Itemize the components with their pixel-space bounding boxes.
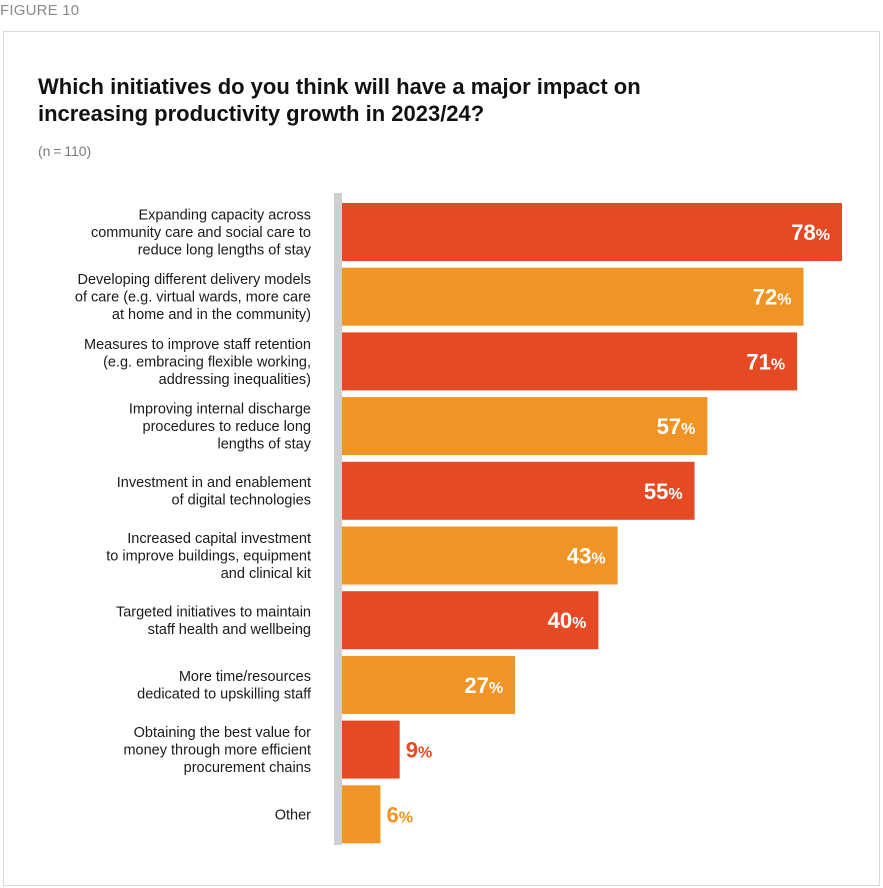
value-label-4: 57% <box>657 414 696 439</box>
bar-2 <box>342 267 804 326</box>
value-label-9: 9% <box>406 738 432 763</box>
category-label-2: Developing different delivery models of c… <box>75 272 311 323</box>
figure-label: FIGURE 10 <box>0 2 80 19</box>
axis-line <box>334 193 342 845</box>
bar-1 <box>342 203 842 261</box>
bar-6 <box>342 526 618 585</box>
category-label-7: Targeted initiatives to maintain staff he… <box>116 604 311 638</box>
bar-7 <box>342 591 599 650</box>
category-label-9: Obtaining the best value for money throug… <box>123 725 311 776</box>
bar-9 <box>342 720 400 779</box>
value-label-8: 27% <box>464 673 503 698</box>
value-label-2: 72% <box>753 285 792 310</box>
category-label-1: Expanding capacity across community care … <box>91 208 312 259</box>
category-label-6: Increased capital investment to improve b… <box>106 531 311 582</box>
value-label-10: 6% <box>386 802 412 827</box>
chart-card <box>3 31 880 886</box>
chart-title: Which initiatives do you think will have… <box>38 74 641 126</box>
category-label-5: Investment in and enablement of digital t… <box>117 475 311 509</box>
category-label-8: More time/resources dedicated to upskilli… <box>137 669 312 703</box>
value-label-3: 71% <box>746 349 785 374</box>
bar-8 <box>342 655 516 714</box>
value-label-5: 55% <box>644 479 683 504</box>
value-label-1: 78% <box>791 220 830 245</box>
category-label-10: Other <box>275 807 311 823</box>
bar-10 <box>342 785 381 844</box>
value-label-6: 43% <box>567 544 606 569</box>
category-label-3: Measures to improve staff retention (e.g.… <box>84 337 311 388</box>
bar-3 <box>342 332 798 391</box>
value-label-7: 40% <box>548 608 587 633</box>
sample-size-note: (n = 110) <box>38 143 92 159</box>
category-label-4: Improving internal discharge procedures t… <box>129 402 312 453</box>
bar-5 <box>342 461 695 520</box>
bar-4 <box>342 397 708 456</box>
